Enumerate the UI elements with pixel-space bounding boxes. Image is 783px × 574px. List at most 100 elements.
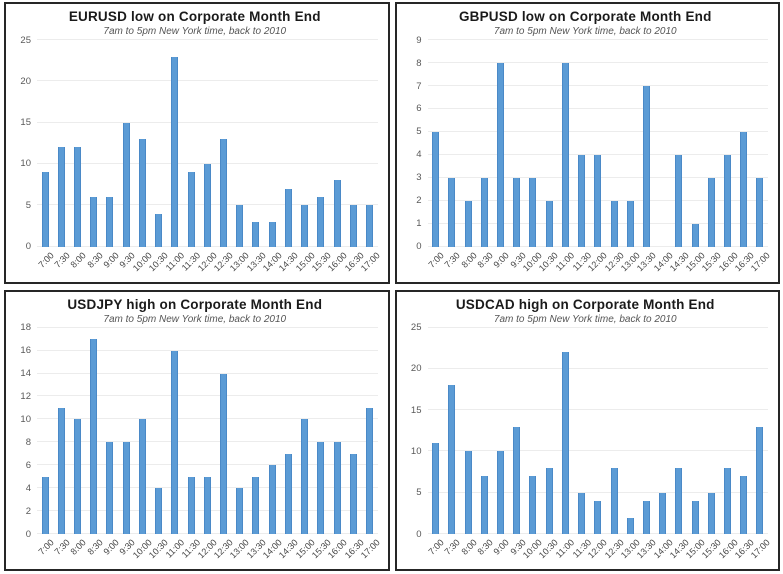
bar-slot [509, 40, 525, 247]
x-tick: 9:00 [101, 534, 120, 567]
plot-area [37, 326, 380, 534]
chart-panel-usdcad-high: USDCAD high on Corporate Month End 7am t… [394, 289, 780, 571]
gridline [427, 85, 768, 87]
bar-slot [590, 328, 606, 534]
bar-slot [232, 40, 248, 247]
y-tick-label: 0 [25, 240, 31, 252]
charts-grid: EURUSD low on Corporate Month End 7am to… [4, 2, 780, 571]
x-tick: 17:00 [359, 247, 382, 280]
bar-slot [199, 328, 215, 534]
y-tick-label: 5 [416, 487, 422, 498]
axis-corner [401, 534, 428, 567]
bar-11:30 [578, 154, 586, 247]
y-axis: 0 2 4 6 8 10 12 14 16 18 [10, 323, 37, 538]
bar-16:30 [740, 476, 748, 534]
chart-subtitle: 7am to 5pm New York time, back to 2010 [493, 313, 677, 325]
bar-9:30 [122, 122, 130, 247]
x-tick: 9:00 [101, 247, 120, 280]
bar-11:00 [561, 63, 569, 247]
bar-13:30 [642, 86, 650, 247]
gridline [37, 80, 378, 82]
bar-slot [622, 40, 638, 247]
chart-title: EURUSD low on Corporate Month End [68, 9, 321, 24]
bar-12:00 [203, 163, 211, 247]
gridline [427, 491, 768, 493]
bar-slot [525, 40, 541, 247]
chart-subtitle: 7am to 5pm New York time, back to 2010 [493, 26, 677, 38]
y-tick-label: 0 [25, 528, 31, 540]
bar-slot [655, 40, 671, 246]
gridline [37, 326, 378, 328]
bar-10:00 [529, 476, 537, 534]
bar-slot [541, 40, 557, 247]
bar-11:30 [187, 476, 195, 534]
x-tick: 17:00 [749, 247, 772, 280]
gridline [427, 326, 768, 328]
bar-slot [297, 328, 313, 534]
bar-slot [183, 328, 199, 534]
y-tick-label: 4 [416, 149, 422, 161]
bar-slot [248, 328, 264, 534]
bar-10:00 [138, 419, 146, 534]
bar-8:30 [90, 197, 98, 247]
bar-7:00 [41, 172, 49, 247]
bar-16:00 [333, 442, 341, 534]
y-axis: 0 5 10 15 20 25 [10, 35, 37, 250]
y-tick-label: 12 [20, 390, 31, 402]
bar-12:00 [594, 154, 602, 247]
bar-12:30 [610, 467, 618, 534]
x-tick-label: 17:00 [749, 537, 773, 561]
x-tick-label: 17:00 [358, 537, 382, 561]
x-tick: 7:00 [427, 534, 446, 567]
bars-layer [428, 328, 769, 534]
y-tick-label: 9 [416, 34, 422, 46]
bar-10:30 [545, 200, 553, 247]
bar-slot [134, 328, 150, 534]
bar-slot [297, 40, 313, 247]
x-axis: 7:00 7:30 8:00 8:30 9:00 9:30 10:00 10:30 11:00 1… [36, 534, 382, 567]
y-tick-label: 2 [416, 194, 422, 206]
bar-17:00 [756, 177, 764, 247]
gridline [427, 62, 768, 64]
bar-16:00 [333, 180, 341, 247]
x-tick: 7:30 [443, 534, 462, 567]
x-tick: 9:00 [492, 534, 511, 567]
y-tick-label: 7 [416, 80, 422, 92]
bar-7:30 [57, 147, 65, 247]
bar-slot [736, 328, 752, 534]
bar-slot [444, 40, 460, 247]
bar-slot [736, 40, 752, 247]
chart-panel-usdjpy-high: USDJPY high on Corporate Month End 7am t… [4, 289, 390, 571]
bar-15:00 [691, 223, 699, 247]
x-tick: 8:30 [85, 247, 104, 280]
bar-slot [428, 328, 444, 534]
bar-15:30 [317, 197, 325, 247]
x-tick-label: 17:00 [358, 249, 382, 273]
bar-slot [703, 40, 719, 247]
x-tick: 7:00 [427, 247, 446, 280]
bar-9:30 [122, 442, 130, 534]
bar-slot [719, 328, 735, 534]
bar-11:00 [171, 56, 179, 247]
bar-17:00 [365, 205, 373, 247]
y-tick-label: 0 [416, 528, 422, 540]
bar-slot [460, 40, 476, 247]
chart-panel-gbpusd-low: GBPUSD low on Corporate Month End 7am to… [394, 2, 780, 284]
bar-slot [345, 328, 361, 534]
bar-10:30 [545, 467, 553, 534]
bar-slot [86, 40, 102, 247]
x-tick: 8:00 [459, 534, 478, 567]
y-tick-label: 3 [416, 171, 422, 183]
bar-7:30 [448, 385, 456, 534]
bar-12:00 [594, 501, 602, 534]
x-tick: 7:30 [52, 534, 71, 567]
bar-16:30 [349, 453, 357, 534]
bar-slot [509, 328, 525, 534]
y-tick-label: 5 [25, 199, 31, 211]
gridline [37, 121, 378, 123]
bar-16:30 [740, 131, 748, 247]
bar-slot [361, 328, 377, 534]
bar-15:00 [301, 205, 309, 247]
bar-slot [167, 328, 183, 534]
gridline [37, 349, 378, 351]
